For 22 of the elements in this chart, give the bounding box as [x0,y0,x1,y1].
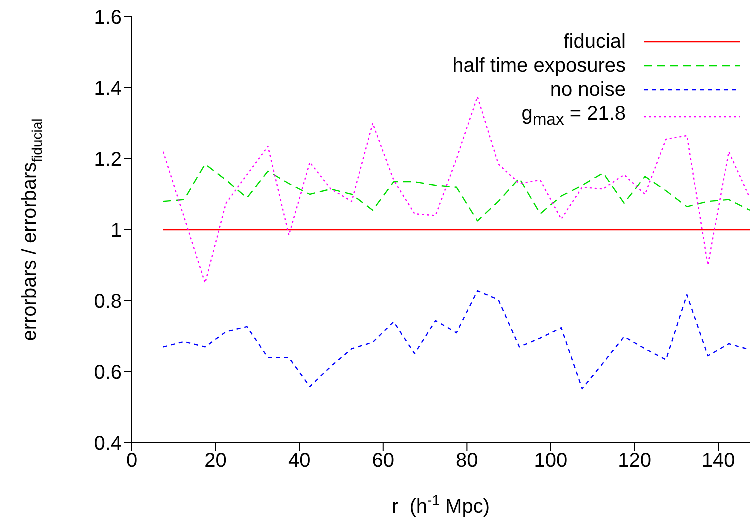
y-tick-label: 0.6 [94,362,122,384]
line-series [162,96,750,284]
y-tick-label: 1.2 [94,149,122,172]
x-tick-label: 60 [372,450,395,472]
y-tick-label: 0.4 [94,433,122,456]
x-tick-label: 80 [456,450,478,472]
x-tick-label: 0 [126,450,138,472]
x-tick-label: 20 [204,450,227,472]
line-series [162,164,750,222]
legend-label: half time exposures [452,54,626,78]
y-tick-label: 1.4 [94,78,122,100]
legend-label: no noise [550,78,626,102]
x-tick-label: 120 [618,450,652,472]
y-tick-label: 1.6 [94,7,122,30]
x-tick-label: 100 [534,450,568,472]
x-axis-title: r (h$^{-1}$ Mpc) [392,492,490,518]
legend-label: fiducial [564,30,626,54]
legend-label: g$_{max}$ = 21.8 [522,102,626,131]
x-tick-label: 40 [288,450,311,472]
x-tick-label: 140 [702,450,736,472]
y-tick-label: 1 [110,220,122,242]
y-tick-label: 0.8 [94,291,122,314]
